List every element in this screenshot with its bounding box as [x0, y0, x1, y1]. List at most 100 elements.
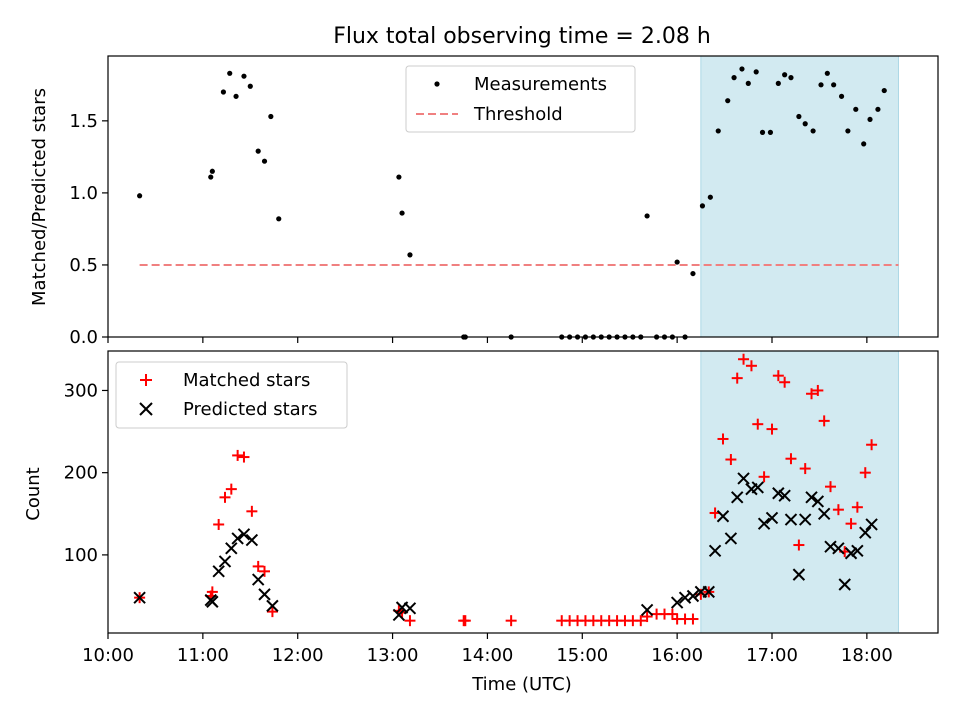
matched-star-point: [666, 608, 678, 620]
bottom-xtick-label: 12:00: [272, 645, 324, 666]
bottom-xtick-label: 18:00: [841, 645, 893, 666]
bottom-plot-frame: [107, 350, 939, 634]
bottom-xtick-label: 10:00: [82, 645, 134, 666]
top-ytick-label: 0.0: [69, 327, 98, 348]
predicted-star-point: [757, 517, 771, 530]
measurement-point: [707, 194, 713, 200]
top-panel: 0.0 0.5 1.0 1.5 Matched/Predicted stars Mea…: [29, 55, 939, 348]
measurement-point: [818, 82, 824, 88]
measurement-point: [824, 70, 830, 76]
measurement-point: [407, 252, 413, 258]
top-ytick-label: 0.5: [69, 255, 98, 276]
legend-predicted-label: Predicted stars: [183, 399, 317, 420]
measurement-point: [810, 128, 816, 134]
measurement-point: [644, 213, 650, 219]
predicted-star-point: [237, 528, 251, 541]
measurement-point: [759, 129, 766, 135]
predicted-star-point: [832, 542, 845, 555]
matched-star-point: [266, 606, 278, 618]
predicted-star-point: [403, 602, 417, 615]
chart-title: Flux total observing time = 2.08 h: [333, 24, 711, 49]
predicted-star-point: [251, 573, 265, 586]
measurement-point: [396, 174, 402, 180]
bottom-y-ticks: 100 200 300: [64, 380, 108, 566]
measurement-point: [209, 168, 215, 174]
measurement-point: [767, 129, 774, 135]
matched-star-point: [779, 376, 791, 388]
top-ytick-label: 1.0: [69, 183, 98, 204]
matched-star-point: [772, 370, 784, 382]
measurement-point: [241, 73, 247, 79]
bottom-x-ticks: 10:00 11:00 12:00 13:00 14:00 15:00 16:00 17:00…: [82, 633, 893, 666]
predicted-star-point: [206, 595, 219, 608]
predicted-star-point: [266, 599, 279, 613]
matched-star-point: [252, 560, 264, 572]
predicted-star-point: [798, 513, 812, 526]
matched-star-point: [851, 501, 863, 513]
matched-star-point: [635, 615, 647, 627]
measurement-point: [845, 128, 851, 134]
measurement-point: [227, 70, 233, 76]
matched-star-point: [859, 467, 871, 479]
bottom-y-axis-label: Count: [23, 467, 44, 520]
matched-star-point: [866, 439, 878, 451]
measurement-point: [220, 89, 227, 95]
matched-star-point: [206, 586, 218, 598]
measurement-point: [739, 66, 745, 72]
bottom-legend-box: [115, 361, 348, 429]
measurement-point: [796, 113, 802, 120]
matched-star-point: [731, 372, 743, 384]
measurement-point: [867, 116, 873, 123]
predicted-star-point: [245, 533, 259, 547]
measurement-point: [247, 83, 253, 89]
measurement-point: [261, 158, 268, 164]
matched-star-point: [232, 449, 244, 461]
matched-star-point: [219, 491, 231, 503]
predicted-star-point: [817, 507, 831, 520]
measurement-point: [399, 210, 405, 216]
matched-star-point: [738, 353, 750, 365]
predicted-star-point: [686, 589, 700, 603]
measurement-point: [690, 270, 696, 277]
matched-star-point: [752, 418, 764, 430]
bottom-shaded-interval: [700, 350, 899, 634]
predicted-star-point: [792, 568, 806, 581]
predicted-star-point: [231, 532, 244, 545]
predicted-star-point: [805, 491, 818, 504]
matched-star-point: [404, 615, 416, 627]
legend-measurements-label: Measurements: [474, 74, 607, 95]
matched-star-point: [758, 471, 770, 483]
bottom-xtick-label: 11:00: [177, 645, 229, 666]
top-legend-box: [405, 65, 636, 133]
legend-measurements-marker: [434, 81, 440, 87]
measurement-point: [753, 69, 759, 75]
measurement-point: [861, 141, 867, 147]
predicted-star-point: [784, 513, 798, 526]
top-x-ticks: [107, 337, 868, 343]
matched-star-point: [238, 451, 250, 463]
legend-predicted-marker: [139, 402, 153, 416]
matched-star-point: [459, 615, 471, 627]
bottom-legend: Matched stars Predicted stars: [115, 361, 348, 429]
measurement-point: [233, 93, 239, 99]
top-legend: Measurements Threshold: [405, 65, 636, 133]
matched-star-point: [812, 384, 824, 396]
matched-star-point: [824, 481, 836, 493]
bottom-xtick-label: 17:00: [746, 645, 798, 666]
predicted-star-point: [133, 591, 146, 604]
measurement-point: [699, 203, 706, 209]
predicted-star-point: [731, 491, 744, 504]
measurement-point: [775, 80, 781, 86]
matched-star-point: [225, 483, 237, 495]
top-y-ticks: 0.0 0.5 1.0 1.5: [69, 111, 108, 348]
matched-star-point: [725, 454, 737, 466]
top-y-axis-label: Matched/Predicted stars: [29, 88, 50, 306]
predicted-star-point: [865, 518, 878, 531]
measurement-point: [268, 113, 274, 120]
measurement-point: [745, 80, 751, 86]
measurement-point: [881, 87, 887, 94]
matched-star-point: [845, 518, 857, 530]
measurement-point: [255, 148, 261, 154]
legend-matched-label: Matched stars: [183, 370, 310, 391]
matched-star-point: [785, 453, 797, 465]
